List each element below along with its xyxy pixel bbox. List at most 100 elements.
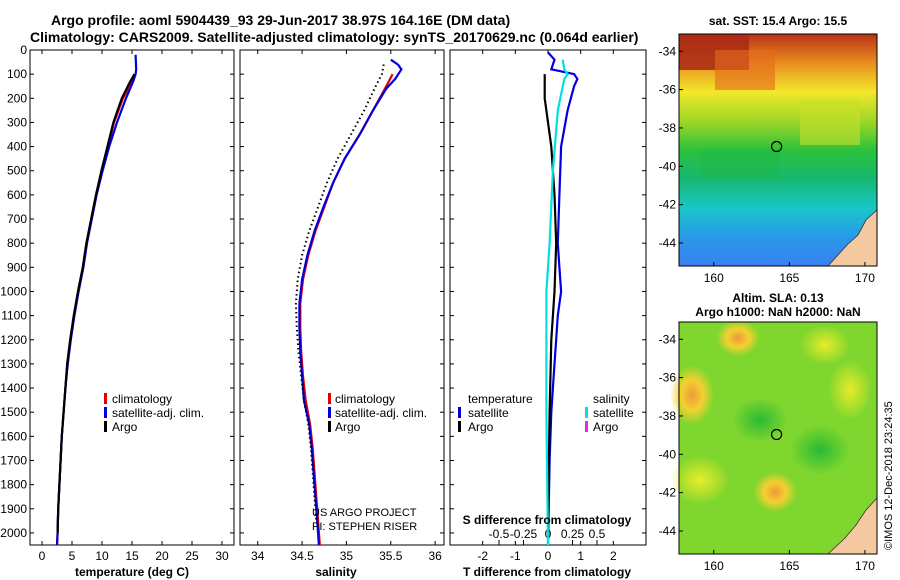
temperature-panel: 0100200300400500600700800900100011001200…	[0, 43, 235, 579]
depth-tick-label: 1800	[0, 478, 27, 492]
s-diff-tick-label: 0.5	[589, 527, 606, 541]
legend-s-satellite-label: satellite	[593, 406, 634, 420]
map-lon-label: 165	[779, 271, 799, 285]
series-salinity-satellite	[545, 59, 569, 546]
depth-tick-label: 1600	[0, 429, 27, 443]
x-tick-label: 35.5	[379, 549, 403, 563]
depth-tick-label: 100	[7, 67, 27, 81]
sla-low-blob	[790, 425, 850, 475]
depth-tick-label: 2000	[0, 526, 27, 540]
legend-climatology-label: climatology	[112, 392, 172, 406]
legend-argo-swatch	[104, 421, 107, 432]
x-tick-label: 10	[95, 549, 109, 563]
figure-title-line1: Argo profile: aoml 5904439_93 29-Jun-201…	[51, 12, 510, 28]
depth-tick-label: 200	[7, 91, 27, 105]
temperature-series	[55, 54, 138, 546]
temperature-xlabel: temperature (deg C)	[75, 565, 189, 579]
depth-tick-label: 1000	[0, 284, 27, 298]
legend-climatology-swatch	[104, 393, 107, 404]
sst-mid-patch	[700, 150, 780, 180]
sla-float-marker	[770, 428, 783, 441]
sla-mid-blob	[670, 455, 730, 505]
sla-map-axes: 160 165 170 -34 -36 -38 -40 -42 -44	[659, 332, 876, 573]
map-lon-label: 160	[704, 559, 724, 573]
temperature-legend: climatology satellite-adj. clim. Argo	[104, 392, 204, 434]
map-lat-label: -34	[659, 332, 677, 346]
depth-tick-label: 1300	[0, 357, 27, 371]
depth-tick-label: 900	[7, 260, 27, 274]
map-lat-label: -40	[659, 159, 677, 173]
difference-legend: temperature satellite Argo salinity sate…	[458, 392, 634, 434]
map-lat-label: -36	[659, 371, 677, 385]
legend-climatology-label: climatology	[335, 392, 395, 406]
series-argo	[56, 73, 136, 533]
depth-tick-label: 1100	[1, 309, 27, 323]
map-lon-label: 165	[779, 559, 799, 573]
legend-s-argo-label: Argo	[593, 420, 619, 434]
depth-tick-label: 600	[7, 188, 27, 202]
salinity-depth-ticks	[240, 49, 444, 534]
sst-map-frame	[678, 33, 878, 267]
sst-warm-patch	[715, 50, 775, 90]
legend-argo-swatch	[328, 421, 331, 432]
x-tick-label: 0	[39, 549, 46, 563]
difference-series	[543, 51, 579, 546]
legend-climatology-swatch	[328, 393, 331, 404]
map-lat-label: -44	[659, 524, 677, 538]
map-lat-label: -36	[659, 83, 677, 97]
salinity-x-axis: 34 34.5 35 35.5 36	[251, 50, 442, 563]
legend-argo-label: Argo	[335, 420, 361, 434]
depth-tick-label: 1500	[0, 405, 27, 419]
imos-watermark: ©IMOS 12-Dec-2018 23:24:35	[883, 401, 895, 550]
depth-tick-label: 500	[7, 164, 27, 178]
legend-t-argo-label: Argo	[468, 420, 494, 434]
x-tick-label: 0	[545, 549, 552, 563]
salinity-difference-axis: -0.5 -0.25 0 0.25 0.5	[489, 527, 606, 545]
sst-map: sat. SST: 15.4 Argo: 15.5 160 165 170 -34 -3…	[659, 14, 878, 285]
difference-depth-ticks	[450, 49, 646, 534]
legend-t-satellite-swatch	[458, 407, 461, 418]
salinity-panel: 34 34.5 35 35.5 36 salinity climatology sate…	[239, 49, 445, 579]
sst-float-marker	[770, 140, 783, 153]
depth-tick-label: 1400	[0, 381, 27, 395]
sst-map-title: sat. SST: 15.4 Argo: 15.5	[709, 14, 848, 28]
sla-mid-blob	[800, 325, 850, 365]
map-lon-label: 160	[704, 271, 724, 285]
sla-field	[679, 322, 877, 554]
s-diff-tick-label: -0.5	[489, 527, 510, 541]
salinity-series	[294, 58, 403, 546]
sla-mid-blob	[828, 360, 872, 420]
series-argo	[294, 64, 385, 521]
legend-s-satellite-swatch	[585, 407, 588, 418]
sla-map-subtitle: Argo h1000: NaN h2000: NaN	[695, 305, 860, 319]
sst-mid-patch	[800, 100, 860, 145]
x-tick-label: 34.5	[290, 549, 314, 563]
x-tick-label: 25	[185, 549, 199, 563]
sla-high-blob	[753, 472, 797, 512]
figure-title-line2: Climatology: CARS2009. Satellite-adjuste…	[30, 29, 638, 45]
map-lat-label: -40	[659, 447, 677, 461]
depth-axis: 0 100 200 300 400 500 600 700 800 900 1000 1100 1200…	[0, 43, 234, 540]
depth-tick-label: 0	[20, 43, 27, 57]
map-lat-label: -42	[659, 198, 677, 212]
depth-tick-label: 700	[7, 212, 27, 226]
x-tick-label: -1	[510, 549, 521, 563]
salinity-legend: climatology satellite-adj. clim. Argo	[328, 392, 427, 434]
map-lat-label: -42	[659, 486, 677, 500]
map-lon-label: 170	[855, 559, 875, 573]
sla-low-blob	[732, 398, 788, 442]
map-lat-label: -44	[659, 236, 677, 250]
legend-salinity-header: salinity	[593, 392, 630, 406]
temperature-axes-box	[29, 49, 235, 546]
legend-t-argo-swatch	[458, 421, 461, 432]
legend-satellite-swatch	[104, 407, 107, 418]
legend-satellite-label: satellite-adj. clim.	[112, 406, 204, 420]
sla-map-frame	[678, 321, 878, 555]
sla-high-blob	[716, 320, 760, 356]
depth-tick-label: 1700	[0, 453, 27, 467]
series-satellite-adj-clim-	[298, 58, 403, 546]
x-tick-label: 35	[340, 549, 354, 563]
map-lat-label: -38	[659, 121, 677, 135]
difference-panel: -2 -1 0 1 2 -0.5 -0.25 0 0.25 0.5 T difference f…	[449, 49, 647, 579]
credit-line1: US ARGO PROJECT	[312, 507, 417, 519]
